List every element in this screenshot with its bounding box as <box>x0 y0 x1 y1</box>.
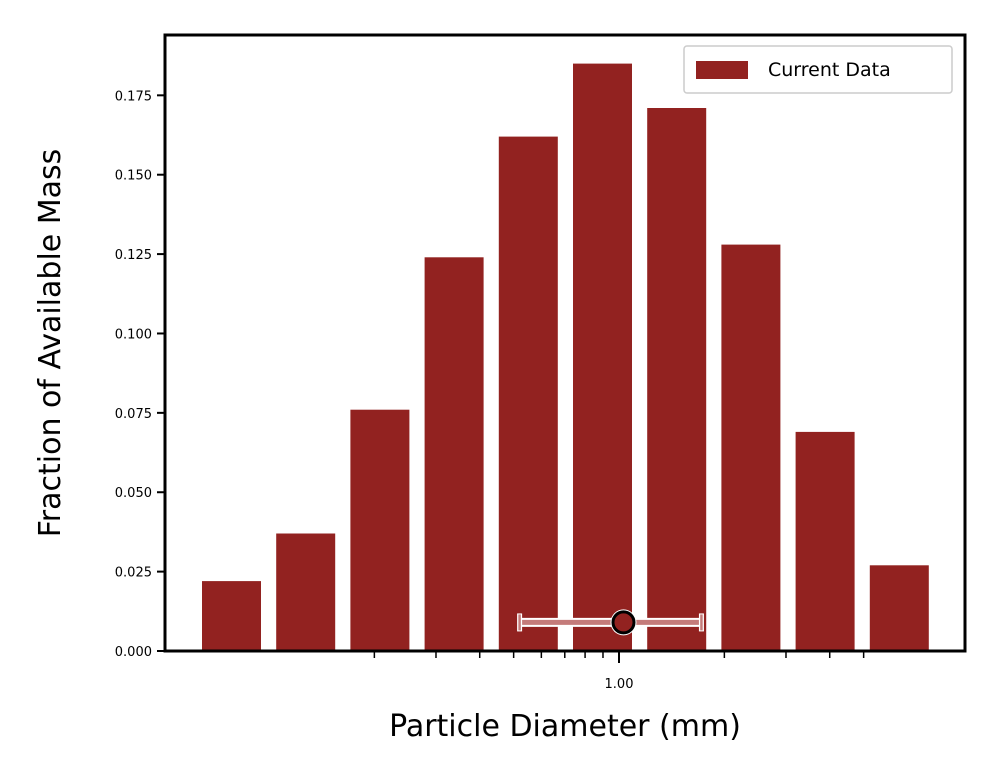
x-tick-label: 1.00 <box>605 677 634 692</box>
y-tick-label: 0.175 <box>115 89 152 104</box>
y-tick-label: 0.075 <box>115 407 152 422</box>
mean-diameter-errorbar <box>517 609 704 636</box>
legend-swatch <box>696 61 748 79</box>
y-axis-title: Fraction of Available Mass <box>33 149 68 538</box>
mean-marker <box>611 610 636 635</box>
y-tick-label: 0.100 <box>115 327 152 342</box>
x-axis-ticks: 1.00 <box>373 651 865 692</box>
y-axis-ticks: 0.000 0.025 0.050 0.075 0.100 0.125 0.150 0.175 <box>115 89 165 660</box>
legend-label: Current Data <box>768 59 891 81</box>
y-tick-label: 0.125 <box>115 248 152 263</box>
bar <box>424 257 484 651</box>
bar <box>721 244 781 651</box>
bar <box>795 431 855 651</box>
bar <box>573 63 632 652</box>
y-tick-label: 0.050 <box>115 486 152 501</box>
legend-box <box>683 45 953 94</box>
y-tick-label: 0.150 <box>115 169 152 184</box>
y-tick-label: 0.000 <box>115 645 152 660</box>
bar-group <box>202 63 929 652</box>
bar <box>276 533 336 651</box>
bar <box>869 565 929 651</box>
bar <box>350 409 410 651</box>
y-tick-label: 0.025 <box>115 566 152 581</box>
bar <box>647 108 707 651</box>
x-axis-title: Particle Diameter (mm) <box>389 709 741 744</box>
legend: Current Data <box>683 45 953 94</box>
bar <box>498 136 558 652</box>
bar <box>202 581 261 651</box>
